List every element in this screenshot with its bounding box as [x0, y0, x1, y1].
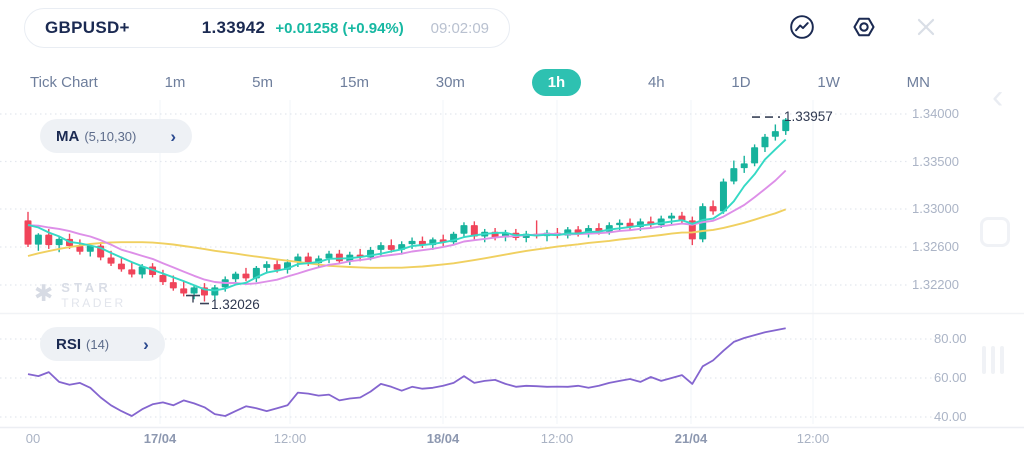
rsi-name: RSI: [56, 335, 82, 353]
high-price-annotation: 1.33957: [784, 109, 833, 125]
rsi-indicator-button[interactable]: RSI (14) ›: [40, 327, 165, 361]
settings-nut-icon[interactable]: [851, 14, 877, 40]
time-axis-label: 12:00: [273, 431, 307, 446]
price-axis-label: 1.32200: [912, 277, 959, 292]
rsi-axis-label: 60.00: [934, 370, 967, 385]
tab-mn[interactable]: MN: [906, 73, 930, 91]
chevron-right-icon: ›: [170, 126, 177, 146]
price-axis-label: 1.33000: [912, 201, 959, 216]
time-axis-label: 21/04: [674, 431, 708, 446]
stats-line-chart-icon[interactable]: [789, 14, 815, 40]
current-price: 1.33942: [201, 18, 266, 37]
quote-time: 09:02:09: [430, 19, 489, 37]
ma-params: (5,10,30): [84, 128, 137, 144]
tab-1h-active[interactable]: 1h: [531, 68, 582, 96]
low-price-annotation: 1.32026: [211, 296, 260, 312]
time-axis-label: 12:00: [796, 431, 830, 446]
time-axis-label: 18/04: [426, 431, 460, 446]
watermark-line2: TRADER: [61, 296, 126, 310]
tab-15m[interactable]: 15m: [339, 73, 369, 91]
broker-watermark: ✱ STAR TRADER: [34, 280, 126, 310]
price-axis-label: 1.32600: [912, 239, 959, 254]
tab-30m[interactable]: 30m: [435, 73, 465, 91]
tab-4h[interactable]: 4h: [647, 73, 665, 91]
price-axis-label: 1.33500: [912, 153, 959, 169]
ma-indicator-button[interactable]: MA (5,10,30) ›: [40, 119, 193, 153]
header-actions: [789, 14, 939, 40]
price-change: +0.01258 (+0.94%): [275, 19, 404, 37]
chevron-right-icon: ›: [143, 334, 149, 354]
tab-5m[interactable]: 5m: [252, 73, 274, 91]
rsi-axis-label: 40.00: [934, 409, 967, 424]
tab-1m[interactable]: 1m: [164, 73, 186, 91]
close-icon[interactable]: [913, 14, 939, 40]
price-axis-label: 1.34000: [912, 106, 959, 121]
star-logo-icon: ✱: [34, 280, 54, 306]
tab-1w[interactable]: 1W: [817, 73, 840, 91]
chart-layout-icon[interactable]: [980, 217, 1010, 247]
collapse-panel-chevron-icon[interactable]: ‹: [992, 78, 1004, 116]
time-axis-label: 17/04: [143, 431, 177, 446]
ma-name: MA: [56, 127, 80, 145]
tab-tick-chart[interactable]: Tick Chart: [30, 73, 98, 91]
symbol-header-card[interactable]: GBPUSD+ 1.33942 +0.01258 (+0.94%) 09:02:…: [24, 8, 510, 48]
watermark-line1: STAR: [61, 280, 112, 295]
tab-1d[interactable]: 1D: [731, 73, 751, 91]
rsi-params: (14): [86, 336, 110, 352]
timeframe-tabs: Tick Chart 1m 5m 15m 30m 1h 4h 1D 1W MN: [30, 66, 930, 98]
time-axis-label: 12:00: [540, 431, 574, 446]
time-axis-label: 00: [25, 431, 41, 446]
rsi-axis-label: 80.00: [934, 331, 967, 346]
panel-resize-grip-icon[interactable]: [982, 346, 1004, 374]
symbol-name: GBPUSD+: [45, 18, 130, 37]
